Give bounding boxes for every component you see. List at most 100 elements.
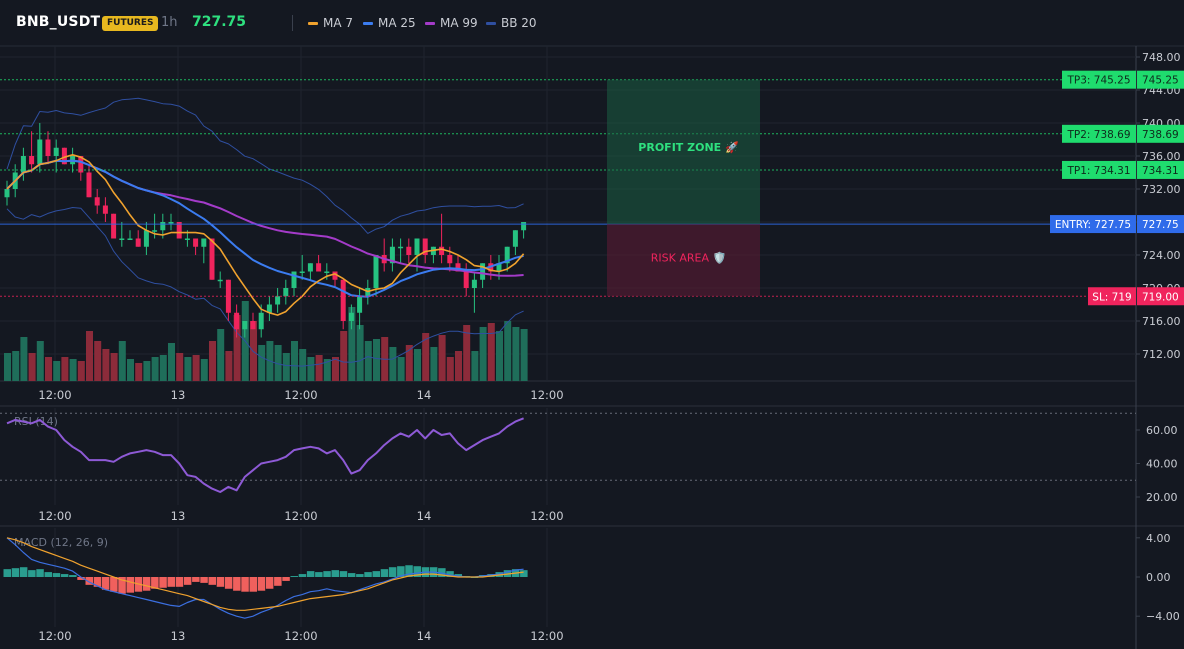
volume-bar <box>315 355 323 381</box>
macd-hist-bar <box>265 577 274 589</box>
macd-hist-bar <box>290 576 298 578</box>
macd-hist-bar <box>306 571 315 577</box>
time-axis-label: 14 <box>417 388 432 402</box>
candle-body <box>258 312 264 330</box>
volume-bar <box>340 331 348 381</box>
candle-body <box>45 139 51 156</box>
legend-item-bb20[interactable]: BB 20 <box>486 16 537 30</box>
level-tag-label: SL: 719 <box>1092 291 1131 303</box>
macd-hist-bar <box>249 577 257 592</box>
macd-hist-bar <box>19 567 28 577</box>
last-price: 727.75 <box>192 14 247 30</box>
macd-hist-bar <box>44 572 52 577</box>
price-tick-label: 748.00 <box>1142 51 1181 64</box>
macd-signal-line <box>6 537 524 611</box>
macd-hist-bar <box>159 577 167 588</box>
rsi-tick-label: 20.00 <box>1146 491 1178 504</box>
candle-body <box>94 197 100 206</box>
macd-tick-label: 0.00 <box>1146 571 1171 584</box>
volume-bar <box>168 343 175 381</box>
macd-hist-bar <box>11 568 20 577</box>
risk-area-label: RISK AREA 🛡️ <box>651 252 726 265</box>
volume-bar <box>397 357 405 381</box>
time-axis-label: 13 <box>171 509 186 523</box>
timeframe-selector[interactable]: 1h <box>161 15 178 30</box>
volume-bar <box>496 331 503 381</box>
candle-body <box>414 238 420 255</box>
macd-hist-bar <box>151 577 159 589</box>
profit-zone <box>607 79 760 225</box>
candle-body <box>324 271 330 273</box>
macd-hist-bar <box>52 573 61 577</box>
candle-body <box>53 147 59 156</box>
candle-body <box>283 288 289 297</box>
volume-bar <box>323 359 331 381</box>
volume-bar <box>471 351 479 381</box>
symbol-title[interactable]: BNB_USDT <box>16 14 101 30</box>
candle-body <box>463 271 469 288</box>
time-axis-label: 12:00 <box>530 509 563 523</box>
candle-body <box>496 263 502 272</box>
candle-body <box>209 238 215 280</box>
volume-bar <box>348 307 356 381</box>
volume-bar <box>282 353 290 381</box>
time-axis-label: 13 <box>171 388 186 402</box>
macd-line <box>6 537 524 619</box>
macd-hist-bar <box>241 577 249 592</box>
volume-bar <box>389 347 397 381</box>
volume-bar <box>504 321 512 381</box>
volume-bar <box>36 341 44 381</box>
level-axis-value: 745.25 <box>1142 75 1179 87</box>
candle-body <box>250 321 256 330</box>
volume-bar <box>143 361 151 381</box>
candle-body <box>291 271 297 288</box>
volume-bar <box>200 359 208 381</box>
level-tag-label: TP2: 738.69 <box>1066 129 1130 141</box>
candle-body <box>86 172 92 198</box>
volume-bar <box>274 345 282 381</box>
volume-bar <box>512 327 520 381</box>
time-axis-label: 12:00 <box>38 388 71 402</box>
macd-hist-bar <box>282 577 290 581</box>
volume-bar <box>463 325 471 381</box>
macd-tick-label: −4.00 <box>1146 610 1180 623</box>
time-axis-label: 14 <box>417 509 432 523</box>
legend-item-ma99[interactable]: MA 99 <box>425 16 478 30</box>
candle-body <box>406 246 412 255</box>
header-divider <box>292 15 293 31</box>
volume-bar <box>422 333 430 381</box>
candle-body <box>160 222 166 231</box>
volume-bar <box>487 323 495 381</box>
macd-hist-bar <box>388 567 397 577</box>
volume-bar <box>446 357 454 381</box>
macd-hist-bar <box>224 577 233 589</box>
risk-area <box>607 224 760 297</box>
legend-item-ma25[interactable]: MA 25 <box>363 16 416 30</box>
macd-hist-bar <box>372 571 380 577</box>
rsi-tick-label: 40.00 <box>1146 458 1178 471</box>
volume-bar <box>233 315 241 381</box>
macd-hist-bar <box>331 570 339 577</box>
time-axis-label: 12:00 <box>530 629 563 643</box>
macd-hist-bar <box>167 577 175 587</box>
macd-hist-bar <box>397 566 405 577</box>
legend-item-ma7[interactable]: MA 7 <box>308 16 353 30</box>
macd-hist-bar <box>142 577 151 591</box>
level-axis-tag <box>1137 287 1184 306</box>
bb-lower-line <box>6 207 524 367</box>
candle-body <box>307 263 313 272</box>
macd-hist-bar <box>126 577 134 593</box>
ma99-line <box>6 159 524 277</box>
rsi-tick-label: 60.00 <box>1146 424 1178 437</box>
price-tick-label: 712.00 <box>1142 348 1181 361</box>
macd-hist-bar <box>446 571 454 577</box>
candle-body <box>176 222 182 239</box>
volume-bar <box>20 337 28 381</box>
macd-hist-bar <box>208 577 216 585</box>
volume-bar <box>225 351 233 381</box>
candle-body <box>152 230 158 232</box>
candle-body <box>37 139 43 165</box>
candle-body <box>168 222 174 224</box>
volume-bar <box>405 345 413 381</box>
